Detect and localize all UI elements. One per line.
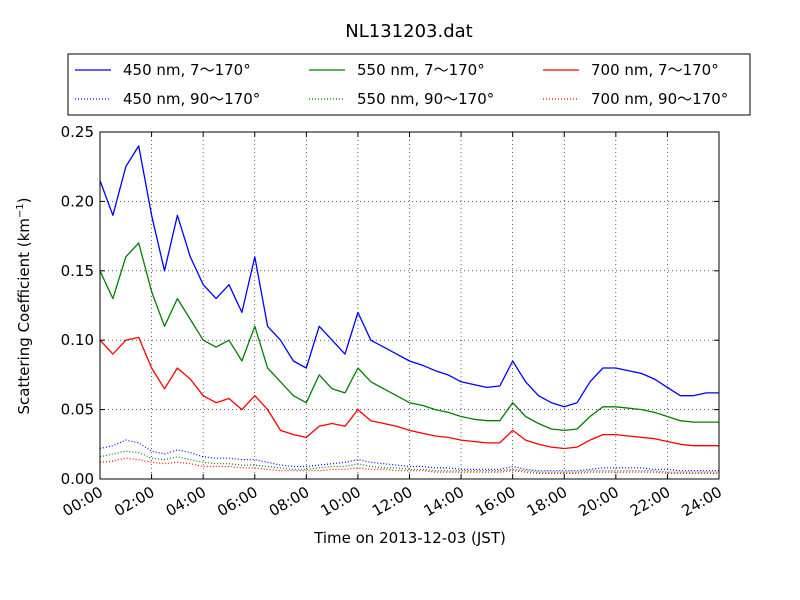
series-line-1 — [99, 242, 719, 432]
legend-label-4: 550 nm, 90～170° — [357, 90, 494, 108]
y-axis-label-close: ) — [15, 197, 33, 203]
ticks — [99, 131, 720, 480]
y-tick-label: 0.20 — [61, 192, 94, 210]
y-tick-labels: 0.00 0.05 0.10 0.15 0.20 0.25 — [61, 123, 94, 488]
series-line-2 — [99, 336, 719, 450]
y-axis-label-sup: −1 — [15, 203, 26, 218]
legend-label-0: 450 nm, 7～170° — [123, 61, 251, 79]
legend-label-1: 550 nm, 7～170° — [357, 61, 485, 79]
y-axis-label: Scattering Coefficient (km−1) — [15, 197, 33, 414]
y-tick-label: 0.05 — [61, 401, 94, 419]
legend-box — [67, 53, 751, 116]
series-line-0 — [99, 145, 719, 408]
y-tick-label: 0.10 — [61, 331, 94, 349]
y-axis-label-main: Scattering Coefficient (km — [15, 218, 33, 414]
chart-title: NL131203.dat — [345, 21, 472, 42]
series-line-4 — [99, 450, 719, 473]
legend-label-2: 700 nm, 7～170° — [591, 61, 719, 79]
y-tick-label: 0.25 — [61, 123, 94, 141]
legend-label-5: 700 nm, 90～170° — [591, 90, 728, 108]
series-layer — [99, 145, 719, 474]
x-axis-label: Time on 2013-12-03 (JST) — [313, 529, 506, 547]
legend: 450 nm, 7～170° 550 nm, 7～170° 700 nm, 7～17… — [67, 53, 751, 116]
y-tick-label: 0.15 — [61, 262, 94, 280]
legend-label-3: 450 nm, 90～170° — [123, 90, 260, 108]
y-tick-label: 0.00 — [61, 470, 94, 488]
